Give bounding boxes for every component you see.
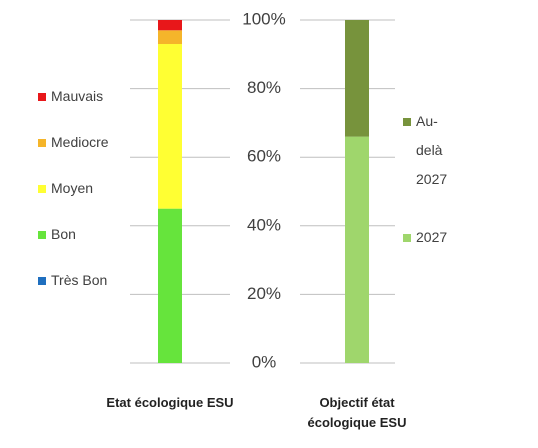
legend-swatch <box>403 234 411 242</box>
legend-label-box: Bon <box>51 226 76 242</box>
legend-swatch <box>38 185 46 193</box>
legend-label-box: 2027 <box>416 229 448 245</box>
y-tick-label: 40% <box>247 215 281 234</box>
bar-segment <box>158 208 182 363</box>
y-tick-label: 80% <box>247 78 281 97</box>
y-tick-label: 0% <box>252 352 277 371</box>
bar-segment <box>158 20 182 31</box>
legend-label-box: Mediocre <box>51 134 109 150</box>
bar-segment <box>345 20 369 137</box>
x-tick-label: Objectif état écologique ESU <box>307 395 407 430</box>
x-tick-label-box: Objectif état écologique ESU <box>307 395 407 430</box>
legend-swatch <box>38 231 46 239</box>
legend-swatch <box>38 277 46 285</box>
legend-label: Au-delà 2027 <box>416 113 448 187</box>
legend-label-box: Au-delà 2027 <box>416 113 448 187</box>
legend-label: Très Bon <box>51 272 108 288</box>
x-tick-label-box: Etat écologique ESU <box>106 395 234 410</box>
bar-segment <box>158 44 182 209</box>
legend-label: Mauvais <box>51 88 104 104</box>
bar-segment <box>345 136 369 363</box>
legend-label-box: Moyen <box>51 180 94 196</box>
legend-label: 2027 <box>416 229 448 245</box>
legend-label-box: Très Bon <box>51 272 108 288</box>
y-tick-label: 20% <box>247 284 281 303</box>
legend-swatch <box>38 139 46 147</box>
legend-label: Mediocre <box>51 134 109 150</box>
legend-label: Bon <box>51 226 76 242</box>
legend-swatch <box>38 93 46 101</box>
legend-label-box: Mauvais <box>51 88 104 104</box>
legend-swatch <box>403 118 411 126</box>
x-tick-label: Etat écologique ESU <box>106 395 234 410</box>
bar-segment <box>158 30 182 45</box>
legend-label: Moyen <box>51 180 94 196</box>
y-tick-label: 100% <box>242 9 285 28</box>
y-tick-label: 60% <box>247 147 281 166</box>
